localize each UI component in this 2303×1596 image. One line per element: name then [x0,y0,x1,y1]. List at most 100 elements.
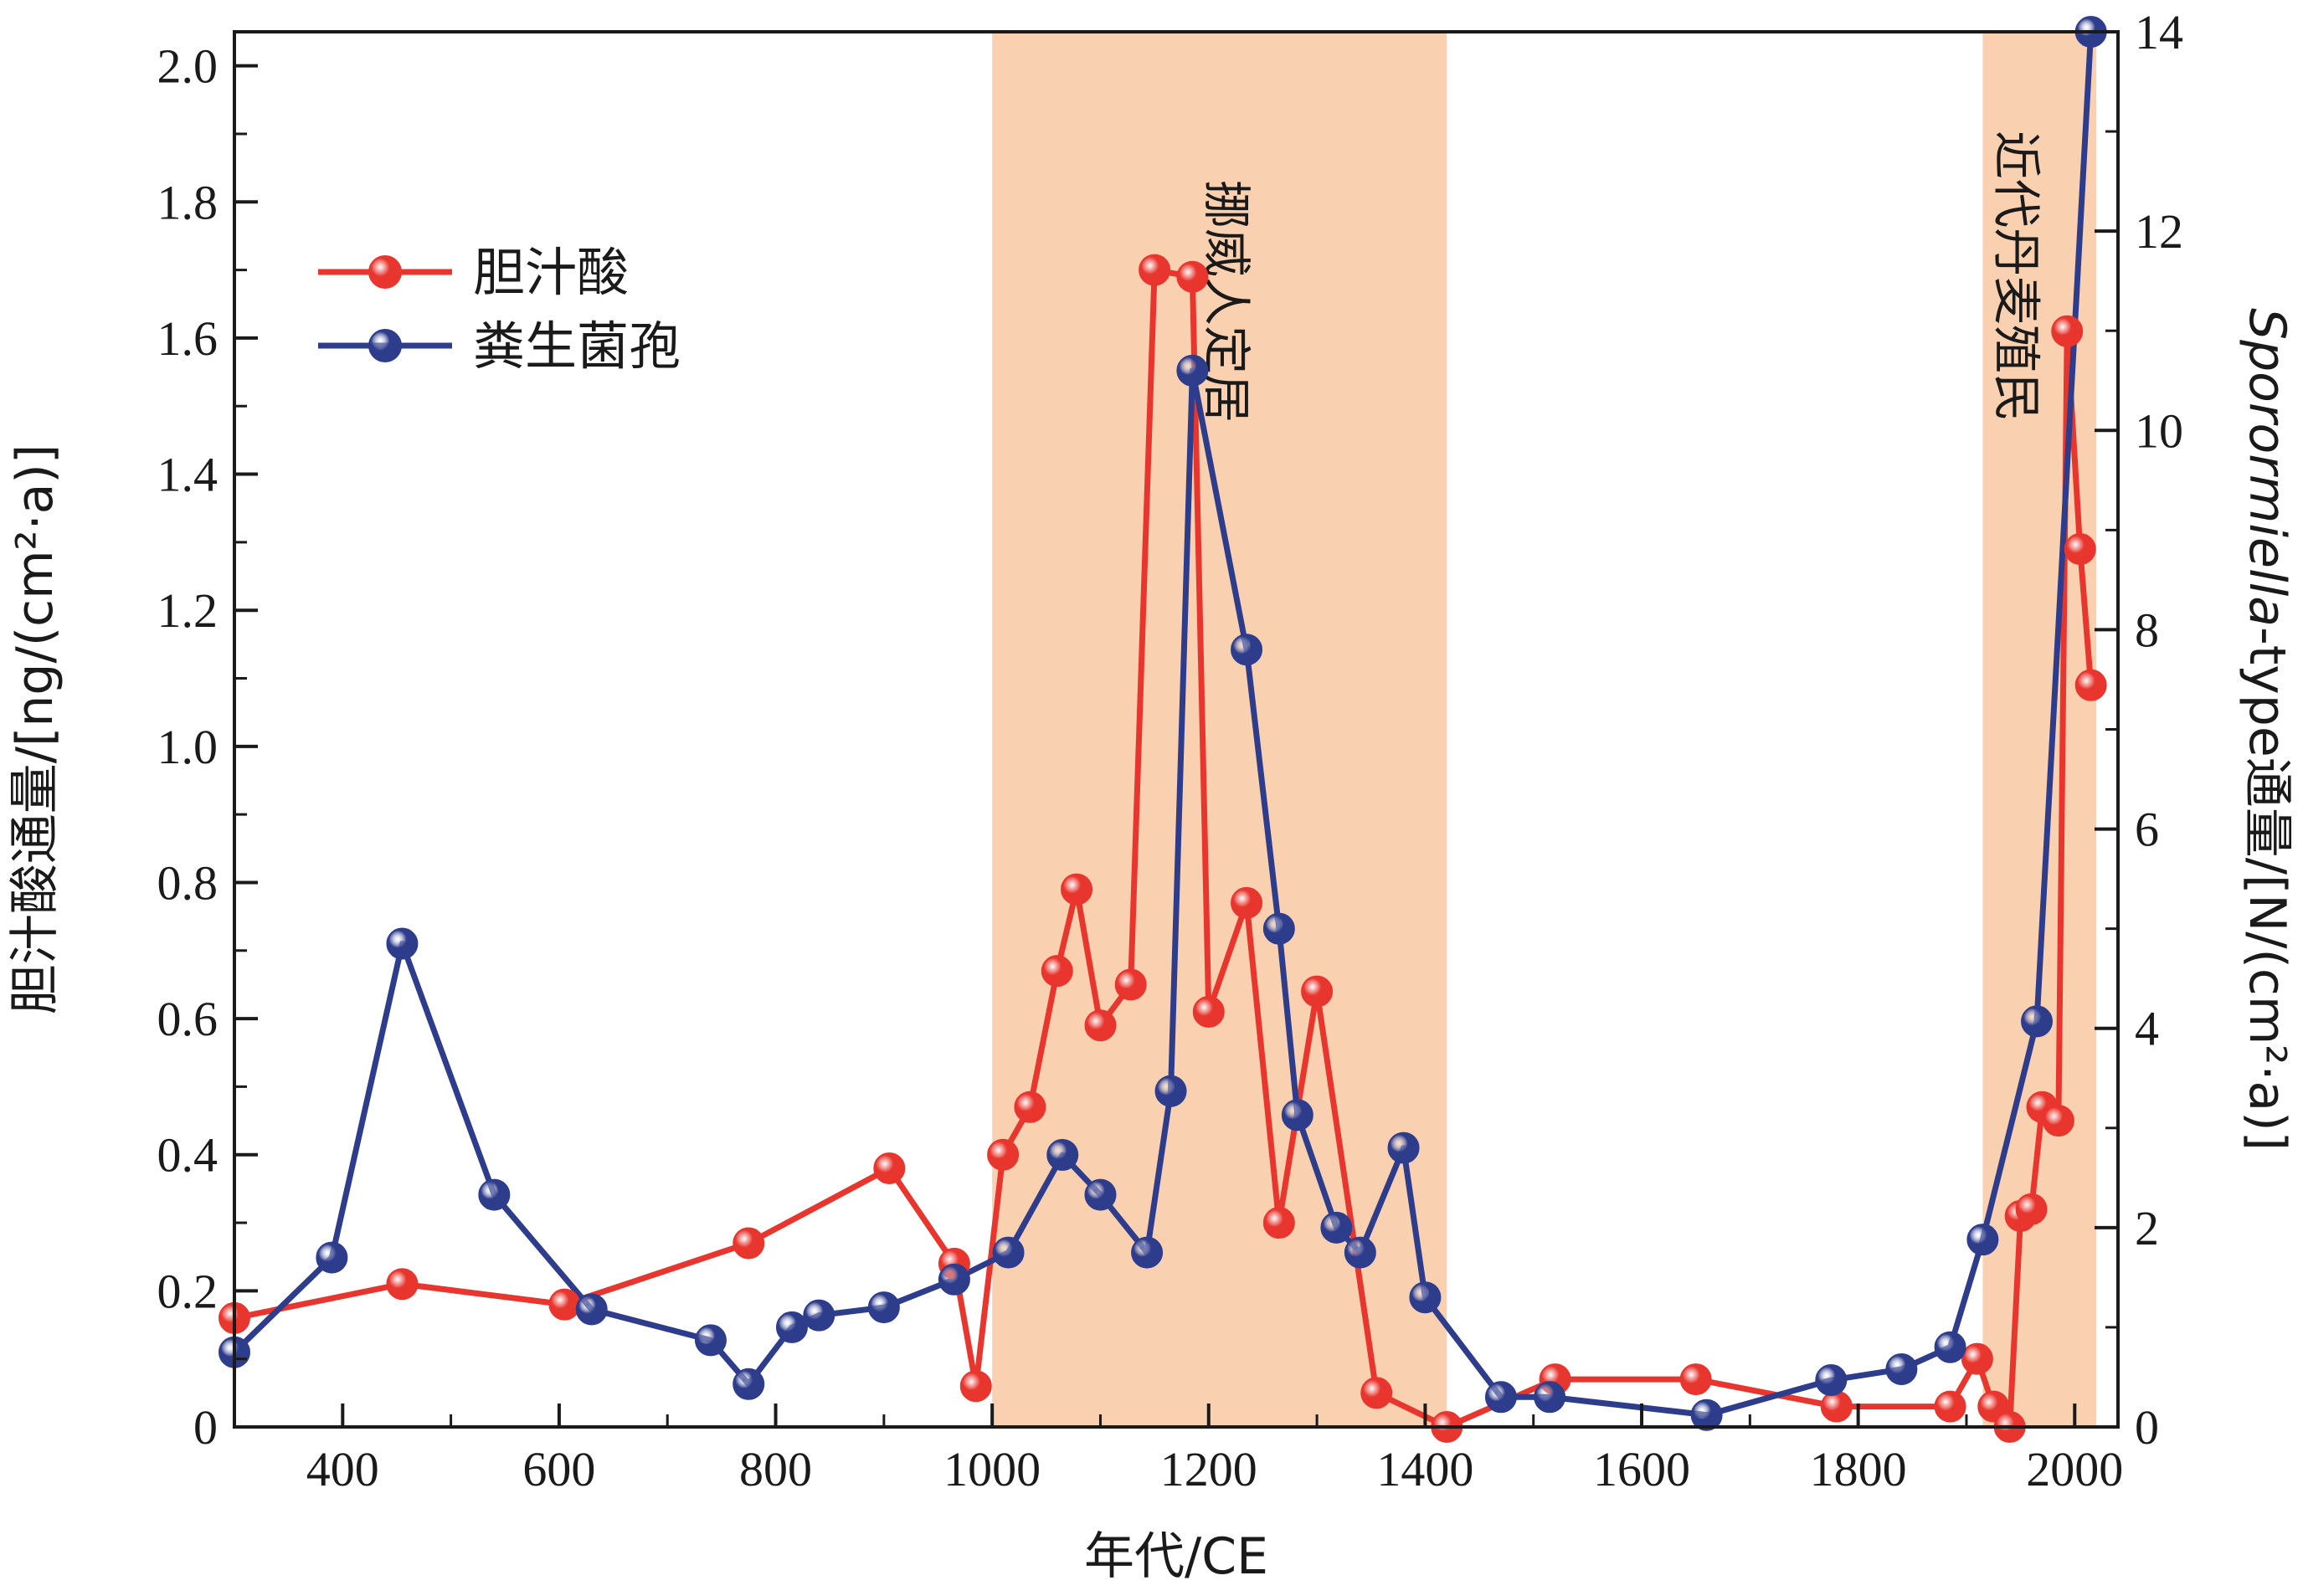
series-point [2021,1005,2054,1038]
series-point [1014,1091,1046,1123]
left-tick-label: 0.8 [157,855,218,910]
series-point [575,1293,608,1326]
series-point [1934,1331,1966,1363]
series-point [1387,1132,1420,1164]
series-point [1344,1236,1376,1269]
series-point [2042,1105,2074,1137]
series-point [1484,1381,1517,1414]
x-axis-ticks: 400 600 800 1000 1200 1400 1600 1800 2000 [233,1404,2123,1496]
series-point [1820,1390,1853,1423]
left-tick-label: 0.4 [157,1128,218,1183]
right-tick-label: 4 [2135,1002,2159,1056]
series-point [1176,260,1209,293]
right-axis-title: Sporormiella-type通量/[N/(cm²·a)] [2238,308,2296,1151]
right-tick-label: 6 [2135,803,2159,857]
series-point [992,1236,1025,1269]
series-point [1084,1009,1117,1042]
left-axis-ticks: 0 0.2 0.4 0.6 0.8 1.0 1.2 1.4 1.6 1.8 2.0 [157,39,258,1455]
series-point [1690,1398,1723,1431]
series-point [1041,955,1073,988]
right-tick-label: 10 [2135,403,2183,458]
shaded-regions [992,33,2097,1425]
series-point [1679,1363,1712,1396]
x-tick-label: 400 [306,1442,379,1496]
series-point [1815,1364,1848,1397]
left-tick-label: 1.2 [157,583,218,638]
series-point [873,1152,906,1184]
legend-label: 胆汁酸 [473,242,629,303]
x-tick-label: 600 [522,1442,595,1496]
x-tick-label: 1000 [943,1442,1041,1496]
shaded-region-label: 挪威人定居 [1198,180,1255,423]
series-point [1231,886,1263,919]
left-axis-title: 胆汁酸通量/[ng/(cm²·a)] [6,444,64,1015]
left-tick-label: 1.0 [157,720,218,774]
series-point [1192,995,1225,1028]
series-point [803,1299,835,1332]
left-tick-label: 0 [193,1400,218,1455]
series-point [959,1370,992,1403]
right-axis-title-italic: Sporormiella [2238,308,2296,627]
series-point [1046,1138,1079,1171]
left-tick-label: 2.0 [157,39,218,94]
series-point [1262,1207,1295,1239]
left-tick-label: 0.6 [157,992,218,1046]
series-point [1154,1075,1187,1107]
x-tick-label: 800 [739,1442,812,1496]
right-axis-ticks: 0 2 4 6 8 10 12 14 [2095,5,2183,1455]
series-point [2051,315,2084,347]
series-point [1320,1211,1353,1244]
right-tick-label: 8 [2135,603,2159,657]
left-tick-label: 1.6 [157,311,218,366]
series-point [2074,669,2107,701]
series-point [1301,975,1334,1008]
x-tick-label: 1200 [1160,1442,1257,1496]
series-point [316,1241,348,1274]
series-point [733,1368,765,1400]
series-point [548,1288,581,1321]
series-point [775,1311,808,1343]
shaded-region-label: 近代丹麦殖民 [1987,131,2044,422]
right-tick-label: 0 [2135,1400,2159,1455]
left-tick-label: 1.4 [157,448,218,502]
series-point [1966,1224,1999,1256]
series-point [1131,1236,1164,1269]
series-point [1114,968,1147,1001]
series-point [2015,1193,2048,1225]
left-tick-label: 0.2 [157,1264,218,1318]
shaded-region [992,33,1447,1425]
series-point [1934,1390,1966,1423]
series-point [1281,1099,1313,1132]
series-point [1084,1178,1117,1211]
series-point [1176,354,1209,387]
x-tick-label: 1400 [1376,1442,1473,1496]
series-point [694,1324,727,1357]
series-point [1139,254,1171,286]
series-point [1409,1281,1442,1314]
series-point [1961,1342,1993,1375]
series-point [867,1291,900,1324]
legend-marker [368,255,402,289]
right-tick-label: 2 [2135,1201,2159,1255]
series-point [1885,1352,1918,1385]
region-labels: 挪威人定居 近代丹麦殖民 [1198,131,2044,423]
right-axis-title-rest: -type通量/[N/(cm²·a)] [2238,627,2296,1151]
right-tick-label: 12 [2135,204,2183,259]
series-point [386,1268,419,1301]
series-point [1360,1377,1393,1409]
series-point [2064,533,2096,566]
series-point [938,1263,970,1296]
series-point [386,927,419,960]
x-tick-label: 1800 [1810,1442,1907,1496]
left-tick-label: 1.8 [157,175,218,229]
x-axis-title: 年代/CE [1084,1527,1268,1586]
right-tick-label: 14 [2135,5,2183,59]
series-point [1262,912,1295,945]
series-point [987,1138,1020,1171]
series-point [478,1178,511,1211]
series-point [1061,873,1093,906]
x-tick-label: 2000 [2026,1442,2123,1496]
legend-label: 粪生菌孢 [473,316,681,377]
